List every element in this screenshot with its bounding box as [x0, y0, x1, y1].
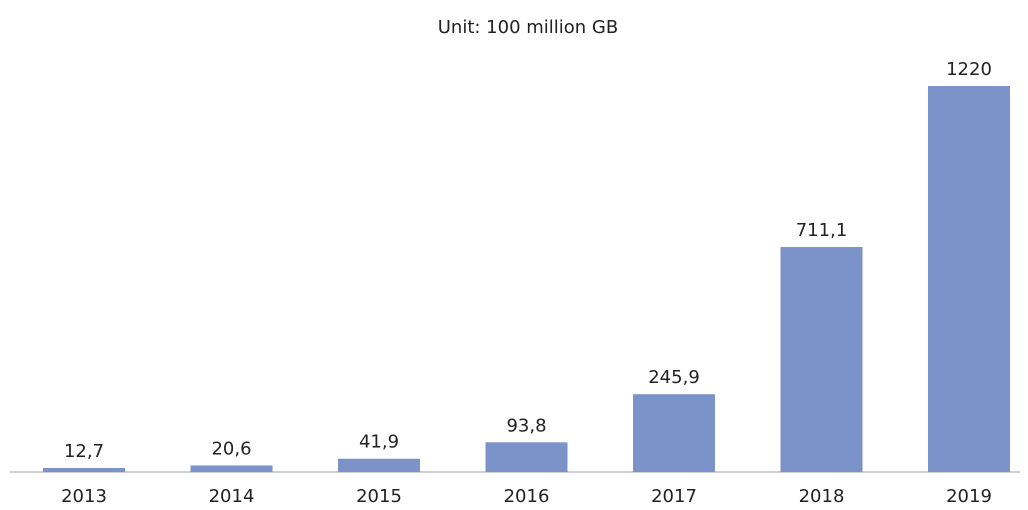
bar	[190, 465, 273, 472]
data-label: 20,6	[211, 438, 251, 459]
data-label: 711,1	[796, 220, 848, 241]
bar	[43, 467, 125, 472]
bar	[780, 247, 863, 472]
bar	[485, 442, 568, 472]
x-tick-label: 2017	[651, 486, 697, 507]
data-label: 1220	[946, 59, 992, 80]
x-tick-label: 2013	[61, 486, 107, 507]
x-tick-label: 2018	[799, 486, 845, 507]
data-label: 93,8	[506, 415, 546, 436]
x-tick-label: 2014	[209, 486, 255, 507]
data-label: 245,9	[648, 367, 700, 388]
x-tick-label: 2015	[356, 486, 402, 507]
data-label: 41,9	[359, 432, 399, 453]
data-label: 12,7	[64, 441, 104, 462]
x-tick-label: 2016	[504, 486, 550, 507]
bar	[338, 458, 420, 472]
bar	[928, 86, 1010, 472]
chart-title: Unit: 100 million GB	[438, 17, 618, 38]
x-tick-label: 2019	[946, 486, 992, 507]
bar	[633, 394, 715, 472]
